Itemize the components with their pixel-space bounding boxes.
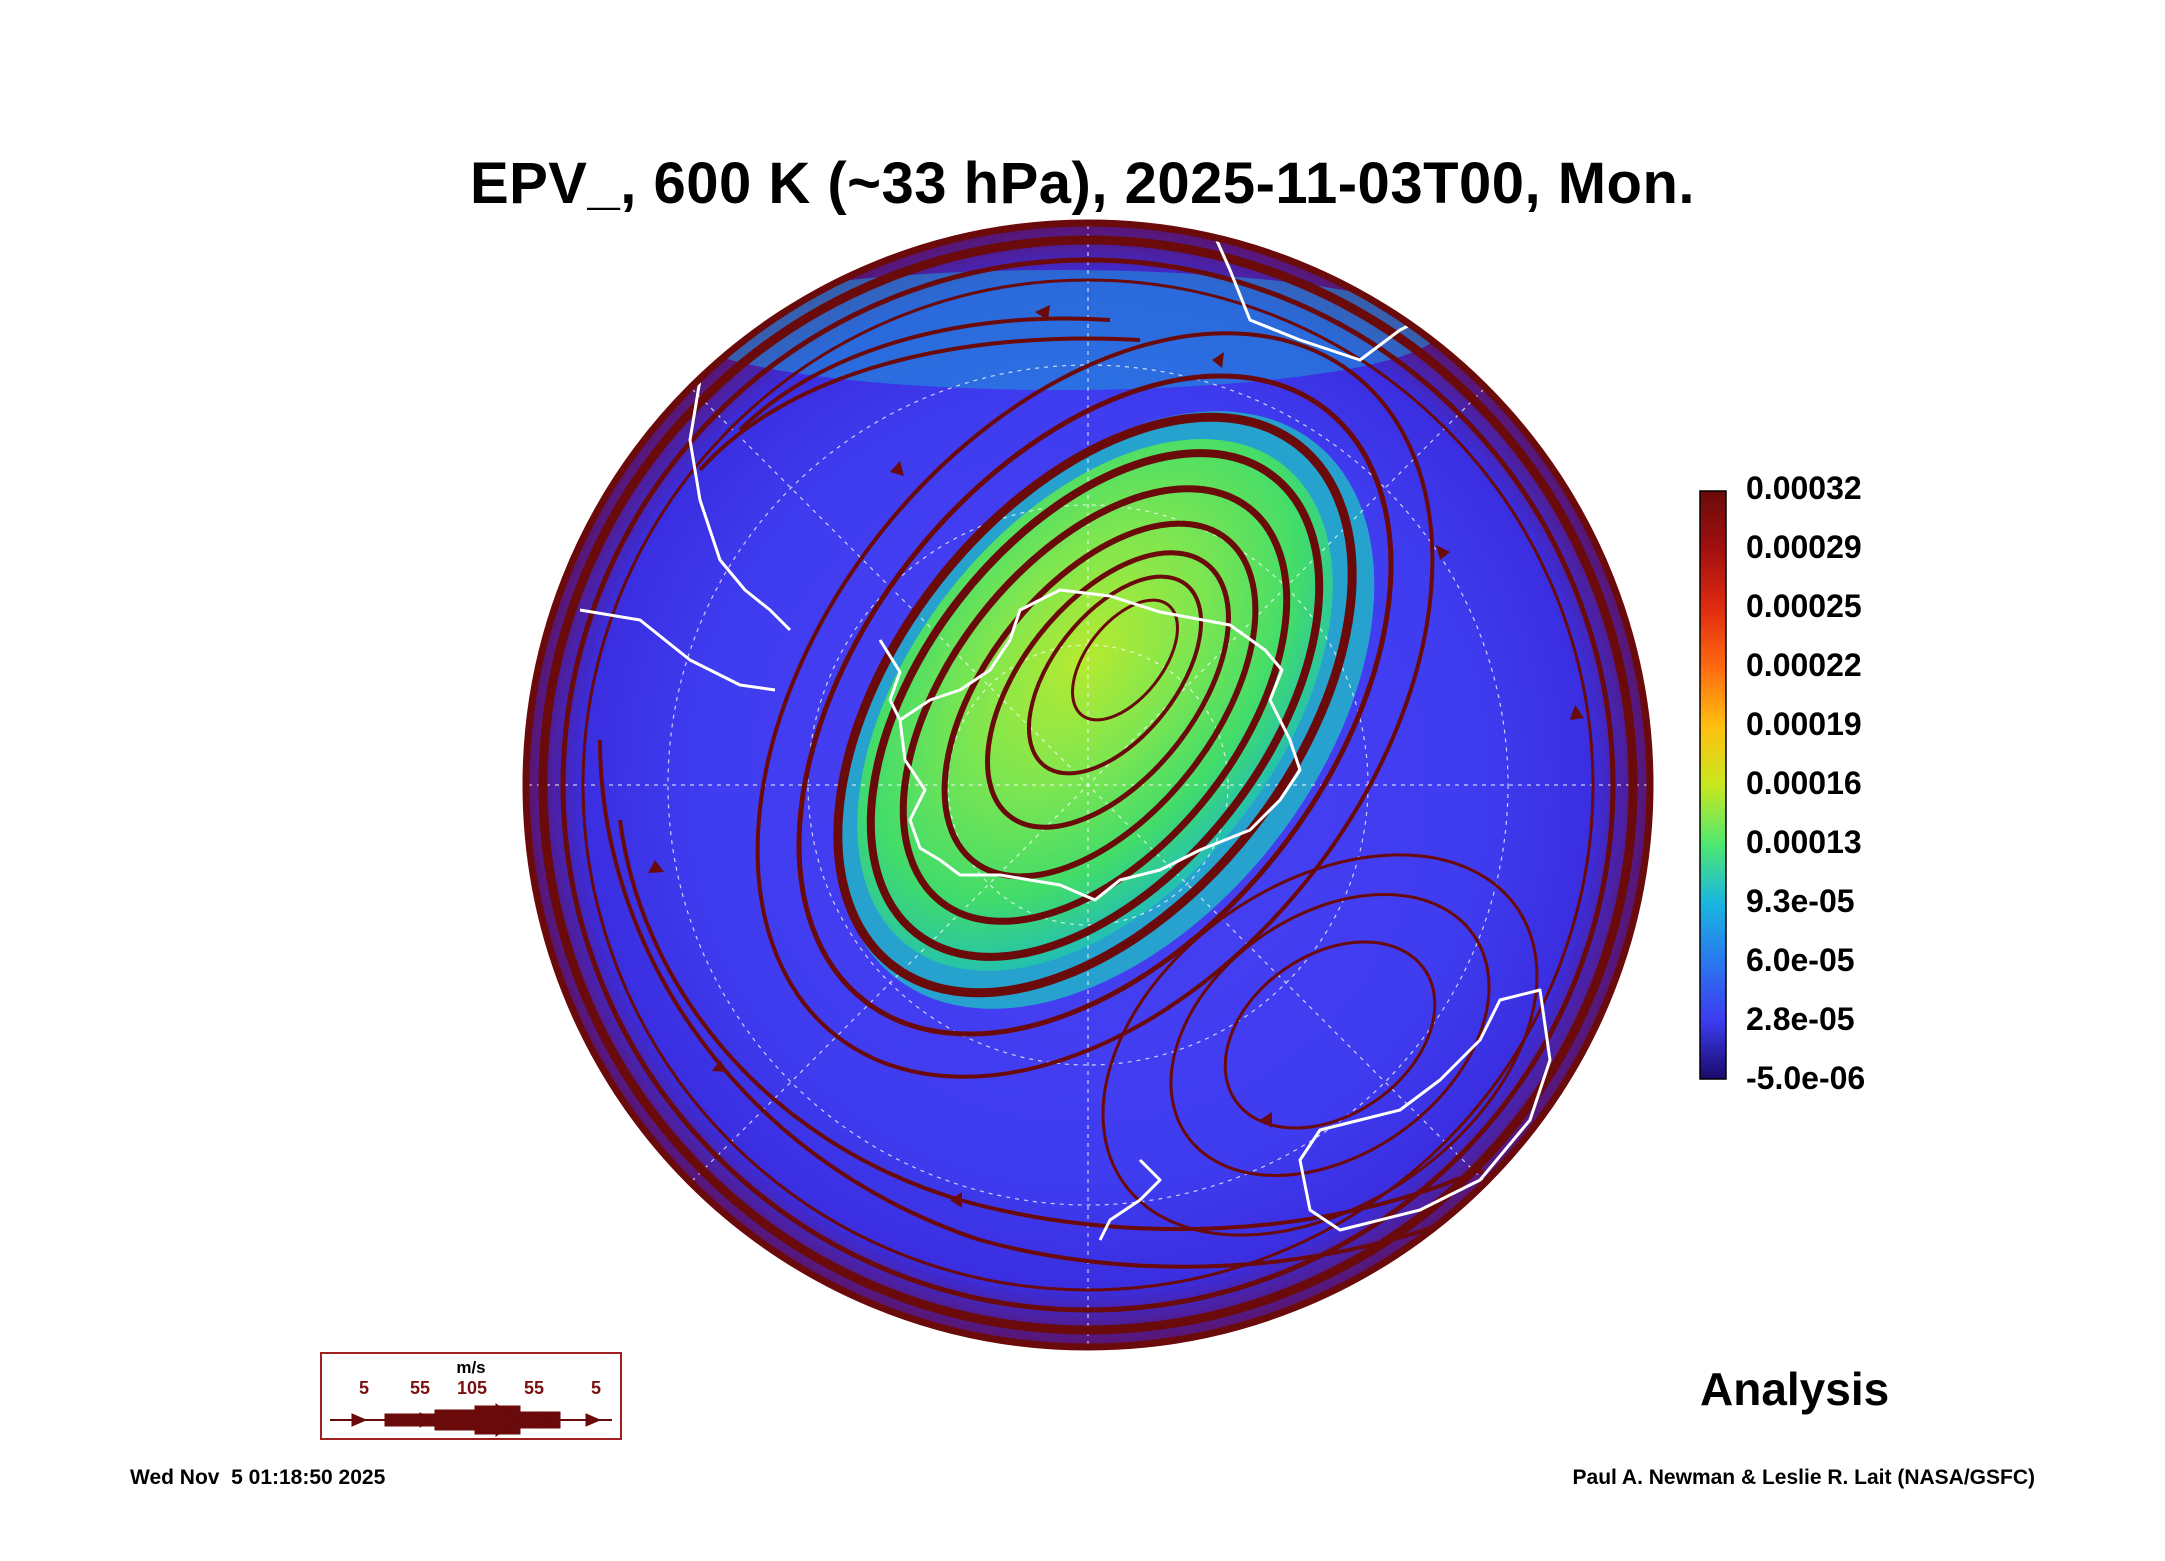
colorbar-tick-label: 6.0e-05 (1746, 942, 1855, 978)
australia-coast (1298, 988, 1552, 1232)
legend-speed-label: 55 (523, 1378, 545, 1398)
colorbar-tick-label: 0.00019 (1746, 706, 1862, 742)
legend-speed-label: 5 (590, 1378, 602, 1398)
new-zealand-coast (1098, 1158, 1162, 1241)
legend-unit: m/s (456, 1358, 486, 1377)
legend-speed-label: 55 (409, 1378, 431, 1398)
wind-speed-legend: m/s 5 55 105 55 5 (320, 1352, 622, 1440)
legend-speed-label: 105 (456, 1378, 488, 1398)
credit-line: Paul A. Newman & Leslie R. Lait (NASA/GS… (1572, 1466, 2035, 1489)
colorbar-tick-label: -5.0e-06 (1746, 1060, 1866, 1096)
colorbar-tick-label: 0.00032 (1746, 470, 1862, 506)
map-disc (528, 225, 1648, 1345)
colorbar-tick-label: 0.00025 (1746, 588, 1862, 624)
colorbar-tick-label: 0.00022 (1746, 647, 1862, 683)
epv-band-north (680, 270, 1440, 390)
analysis-label: Analysis (1700, 1363, 1890, 1415)
colorbar-labels: 0.00032 0.00029 0.00025 0.00022 0.00019 … (1746, 470, 1946, 1100)
legend-speed-label: 5 (358, 1378, 370, 1398)
colorbar-tick-label: 9.3e-05 (1746, 883, 1855, 919)
antarctic-peninsula (878, 639, 902, 721)
legend-arrow (330, 1403, 612, 1437)
map-title: EPV_, 600 K (~33 hPa), 2025-11-03T00, Mo… (469, 151, 1696, 216)
streamline-arrows (648, 305, 1584, 1208)
map-rim (522, 219, 1654, 1351)
colorbar-tick-label: 0.00013 (1746, 824, 1862, 860)
timestamp: Wed Nov 5 01:18:50 2025 (130, 1466, 386, 1489)
vortex-streamlines (755, 331, 1435, 1079)
colorbar (1699, 490, 1727, 1080)
south-america-south (579, 608, 776, 692)
colorbar-scale (1699, 490, 1727, 1080)
anticyclone-streamlines (1101, 853, 1539, 1237)
colorbar-tick-label: 0.00016 (1746, 765, 1862, 801)
colorbar-tick-label: 2.8e-05 (1746, 1001, 1855, 1037)
colorbar-tick-label: 0.00029 (1746, 529, 1862, 565)
